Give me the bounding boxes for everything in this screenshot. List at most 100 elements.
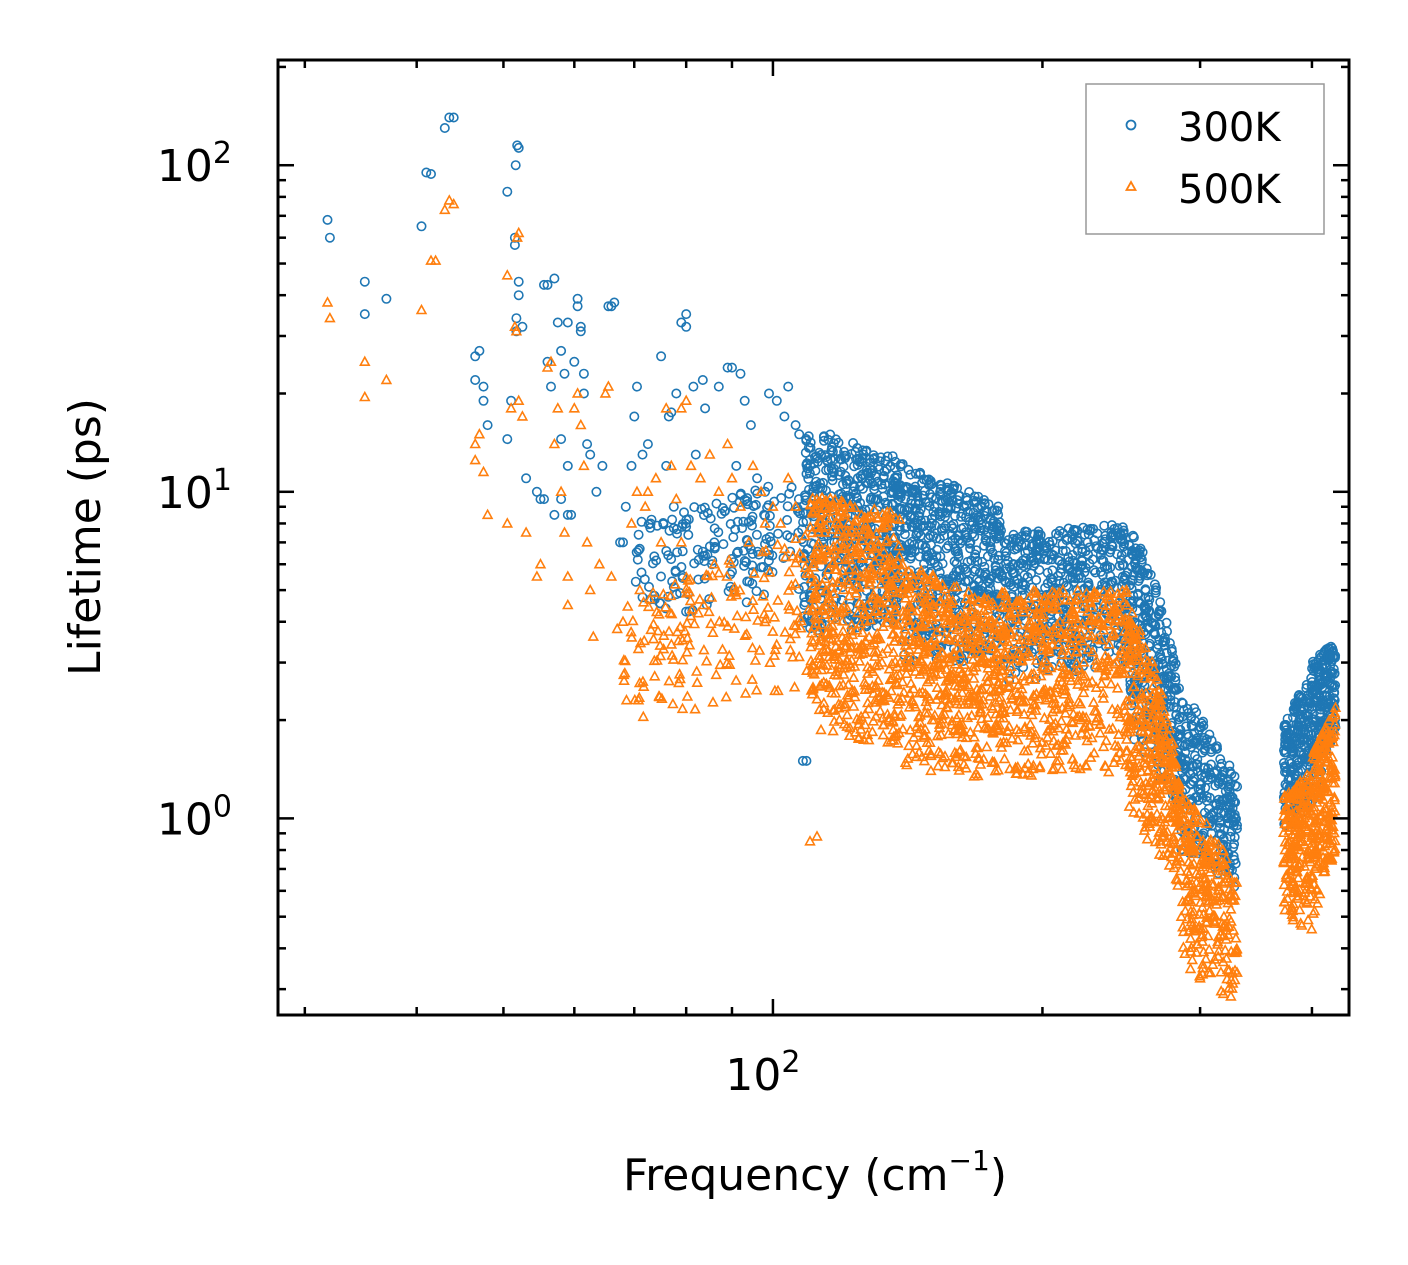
data-point-300k (1200, 738, 1211, 749)
data-point-300k (1089, 535, 1100, 546)
data-point-300k (578, 368, 589, 379)
data-point-300k (671, 388, 682, 399)
data-point-500k (847, 700, 860, 711)
data-point-500k (664, 589, 677, 601)
data-point-500k (814, 507, 827, 518)
data-point-500k (1165, 806, 1177, 818)
data-point-500k (1033, 761, 1046, 773)
data-point-500k (838, 541, 851, 552)
data-point-300k (1054, 575, 1065, 586)
data-point-300k (941, 543, 952, 554)
data-point-500k (1124, 658, 1137, 669)
data-point-500k (811, 540, 824, 552)
data-point-500k (896, 558, 909, 570)
data-point-500k (705, 591, 718, 602)
data-point-500k (1127, 719, 1139, 730)
data-point-500k (946, 715, 958, 726)
data-point-500k (1158, 772, 1170, 784)
data-point-300k (1150, 629, 1161, 640)
data-point-500k (896, 675, 909, 687)
data-point-500k (1090, 705, 1103, 716)
data-point-500k (1078, 656, 1090, 667)
data-point-500k (1068, 758, 1080, 770)
data-point-300k (1195, 722, 1206, 733)
data-point-500k (763, 566, 776, 577)
data-point-500k (943, 617, 956, 628)
data-point-500k (1113, 591, 1126, 603)
data-point-500k (853, 714, 866, 725)
data-point-500k (842, 517, 855, 528)
data-point-300k (758, 561, 769, 572)
data-point-500k (823, 632, 835, 643)
data-point-300k (1161, 647, 1172, 658)
data-point-300k (1177, 711, 1188, 722)
data-point-500k (728, 622, 741, 633)
data-point-500k (938, 609, 951, 620)
data-point-300k (671, 528, 682, 539)
data-point-500k (627, 614, 639, 626)
data-point-500k (877, 620, 889, 632)
data-point-500k (852, 606, 864, 618)
data-point-500k (831, 576, 844, 588)
data-point-300k (949, 510, 960, 521)
data-point-500k (886, 567, 898, 579)
data-point-500k (870, 696, 883, 707)
data-point-500k (1138, 726, 1150, 737)
data-point-500k (1120, 733, 1133, 744)
data-point-500k (1010, 598, 1023, 609)
data-point-500k (1154, 693, 1167, 705)
data-point-500k (784, 632, 797, 644)
data-point-500k (748, 567, 760, 578)
data-point-500k (1024, 718, 1037, 729)
data-point-500k (1164, 836, 1177, 847)
data-point-500k (828, 500, 840, 511)
data-point-300k (1210, 742, 1221, 753)
data-point-300k (704, 594, 715, 605)
data-point-500k (721, 570, 733, 581)
data-point-500k (1151, 766, 1164, 778)
data-point-500k (878, 545, 890, 557)
data-point-300k (1313, 678, 1324, 689)
data-point-500k (1079, 720, 1092, 732)
data-point-500k (644, 592, 656, 604)
data-point-300k (1087, 644, 1098, 655)
data-point-300k (964, 486, 975, 497)
data-point-500k (1058, 628, 1071, 640)
data-point-500k (845, 618, 858, 630)
data-point-300k (1087, 554, 1098, 565)
data-point-500k (956, 718, 969, 730)
data-point-500k (983, 690, 996, 701)
data-point-300k (439, 123, 450, 134)
data-point-500k (730, 674, 742, 685)
data-point-500k (828, 543, 841, 555)
data-point-500k (1049, 599, 1062, 610)
data-point-500k (975, 712, 988, 724)
data-point-500k (1076, 635, 1089, 646)
data-point-500k (862, 702, 875, 714)
data-point-500k (1123, 800, 1136, 811)
data-point-500k (925, 749, 937, 761)
data-point-300k (818, 435, 829, 446)
data-point-300k (918, 490, 929, 501)
data-point-300k (631, 381, 642, 392)
data-point-500k (700, 569, 713, 580)
data-point-300k (1116, 550, 1127, 561)
data-point-500k (854, 617, 867, 629)
data-point-500k (1143, 700, 1155, 712)
data-point-500k (1087, 646, 1099, 657)
data-point-300k (1140, 584, 1151, 595)
data-point-500k (663, 625, 675, 636)
data-point-500k (958, 658, 971, 670)
data-point-500k (1103, 638, 1115, 649)
data-point-300k (1315, 708, 1326, 719)
data-point-500k (920, 695, 932, 707)
data-point-500k (683, 585, 696, 597)
data-point-500k (997, 664, 1009, 676)
data-point-300k (937, 558, 948, 569)
data-point-500k (1035, 686, 1048, 698)
data-point-500k (1011, 723, 1023, 735)
data-point-500k (1056, 644, 1069, 655)
data-point-500k (663, 674, 675, 686)
data-point-300k (681, 321, 692, 332)
data-point-300k (562, 317, 573, 328)
